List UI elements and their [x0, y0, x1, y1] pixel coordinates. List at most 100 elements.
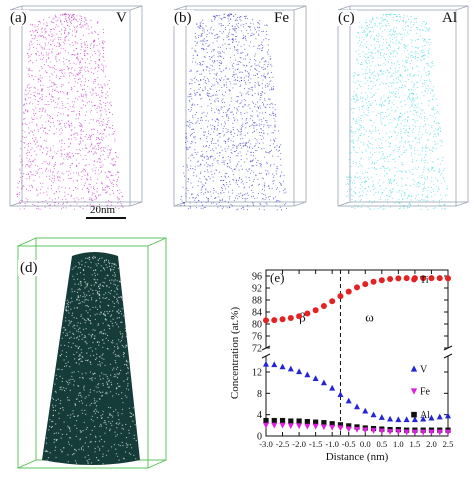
- atom-point: [371, 167, 373, 169]
- atom-point: [246, 141, 248, 144]
- atom-point: [415, 51, 417, 53]
- atom-point: [407, 206, 409, 208]
- atom-point: [33, 87, 35, 89]
- atom-point: [234, 69, 236, 71]
- atom-point: [186, 164, 188, 166]
- atom-point: [385, 72, 387, 74]
- atom-point: [221, 198, 224, 200]
- atom-point: [209, 28, 211, 30]
- atom-point: [210, 51, 212, 53]
- atom-point: [369, 37, 371, 39]
- atom-point: [57, 19, 59, 21]
- atom-point: [189, 135, 192, 137]
- atom-point: [406, 98, 409, 100]
- atom-point: [218, 201, 220, 203]
- atom-point: [253, 125, 255, 127]
- atom-point: [68, 312, 70, 314]
- atom-point: [418, 137, 420, 140]
- atom-point: [195, 153, 197, 155]
- atom-point: [403, 50, 405, 52]
- atom-point: [80, 129, 82, 132]
- atom-point: [211, 173, 213, 175]
- atom-point: [430, 61, 432, 64]
- atom-point: [84, 16, 86, 18]
- atom-point: [39, 58, 42, 60]
- atom-point: [102, 410, 104, 412]
- atom-point: [118, 373, 120, 375]
- atom-point: [364, 187, 366, 189]
- atom-point: [203, 206, 205, 208]
- atom-point: [365, 193, 367, 195]
- atom-point: [58, 412, 60, 414]
- atom-point: [30, 96, 32, 99]
- atom-point: [52, 28, 55, 30]
- atom-point: [431, 150, 433, 152]
- atom-point: [189, 96, 191, 98]
- atom-point: [201, 153, 204, 155]
- atom-point: [29, 166, 31, 168]
- atom-point: [370, 96, 372, 99]
- atom-point: [28, 97, 30, 99]
- atom-point: [227, 43, 229, 46]
- atom-point: [408, 53, 410, 55]
- atom-point: [376, 17, 378, 19]
- atom-point: [78, 392, 80, 394]
- atom-point: [360, 125, 362, 127]
- atom-point: [64, 187, 66, 189]
- atom-point: [389, 100, 391, 102]
- atom-point: [111, 113, 114, 115]
- atom-point: [407, 49, 409, 52]
- atom-point: [120, 432, 122, 434]
- atom-point: [254, 27, 256, 29]
- atom-point: [391, 135, 393, 138]
- atom-point: [200, 80, 202, 82]
- atom-point: [76, 30, 78, 32]
- atom-point: [389, 56, 391, 58]
- atom-point: [61, 389, 63, 391]
- atom-point: [398, 149, 400, 151]
- atom-point: [354, 186, 356, 188]
- atom-point: [414, 149, 416, 151]
- atom-point: [373, 122, 375, 124]
- atom-point: [106, 91, 108, 93]
- atom-point: [62, 332, 64, 334]
- atom-point: [240, 24, 242, 26]
- atom-point: [345, 195, 348, 197]
- atom-point: [102, 52, 105, 54]
- atom-point-cloud: [44, 255, 137, 465]
- atom-point: [396, 53, 398, 55]
- atom-point: [88, 33, 90, 35]
- atom-point: [234, 150, 236, 153]
- atom-point: [88, 122, 90, 124]
- atom-point: [420, 76, 422, 78]
- atom-point: [76, 53, 78, 55]
- atom-point: [108, 185, 110, 188]
- atom-point-cloud: [16, 13, 124, 210]
- atom-point: [71, 68, 73, 70]
- atom-point: [261, 198, 263, 200]
- atom-point: [350, 108, 352, 110]
- atom-point: [119, 385, 121, 388]
- atom-point: [104, 259, 106, 262]
- atom-point: [35, 59, 37, 62]
- atom-point: [360, 86, 362, 88]
- atom-point: [102, 149, 104, 151]
- atom-point: [234, 13, 236, 16]
- atom-point: [377, 17, 379, 19]
- atom-point: [216, 40, 218, 42]
- atom-point: [442, 170, 444, 172]
- atom-point: [415, 185, 417, 187]
- atom-point: [37, 208, 39, 210]
- atom-point: [39, 80, 42, 82]
- atom-point: [422, 82, 424, 85]
- atom-point: [189, 83, 191, 85]
- atom-point: [48, 58, 50, 60]
- atom-point: [347, 182, 349, 185]
- atom-point: [123, 315, 125, 317]
- atom-point: [238, 193, 240, 195]
- atom-point: [280, 158, 282, 160]
- atom-point: [54, 164, 56, 166]
- atom-point: [423, 59, 425, 61]
- atom-point: [258, 183, 261, 185]
- atom-point: [407, 131, 409, 133]
